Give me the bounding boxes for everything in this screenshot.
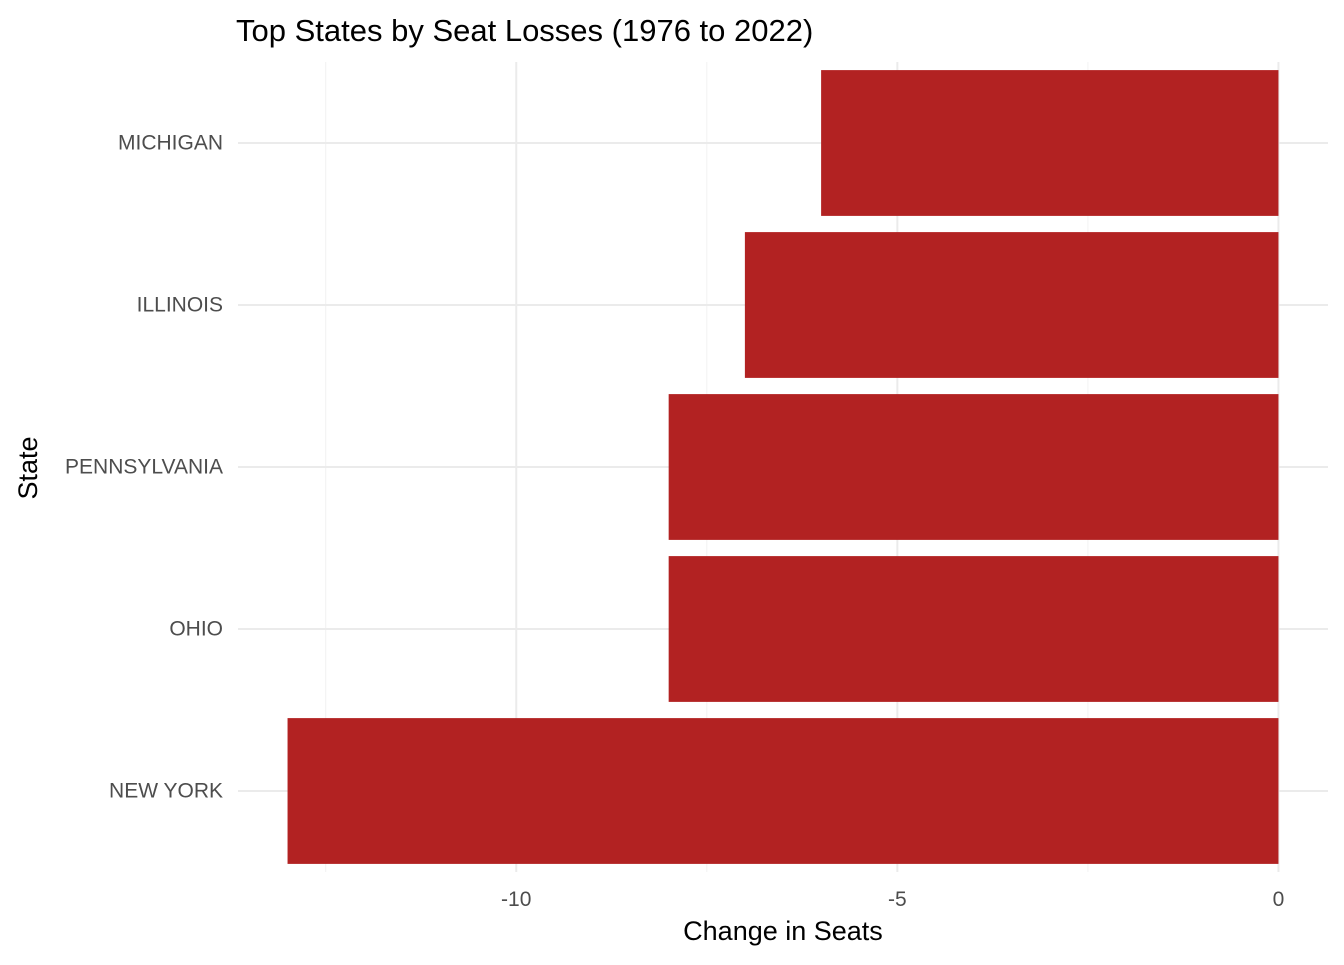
y-tick-label: NEW YORK: [109, 780, 223, 803]
bar-ohio: [668, 556, 1279, 702]
x-tick-labels: -10 -5 0: [501, 888, 1284, 911]
y-tick-label: MICHIGAN: [118, 132, 223, 155]
bars-group: [287, 70, 1279, 864]
y-tick-label: ILLINOIS: [137, 294, 223, 317]
y-tick-labels: NEW YORK OHIO PENNSYLVANIA ILLINOIS MICHIGAN: [65, 132, 223, 803]
y-tick-label: PENNSYLVANIA: [65, 456, 223, 479]
y-axis-title: State: [13, 436, 43, 499]
bar-illinois: [744, 232, 1279, 378]
bar-michigan: [821, 70, 1279, 216]
x-tick-label: 0: [1273, 888, 1285, 911]
bar-pennsylvania: [668, 394, 1279, 540]
x-axis-title: Change in Seats: [683, 916, 883, 946]
chart-title: Top States by Seat Losses (1976 to 2022): [236, 13, 813, 48]
x-tick-label: -10: [501, 888, 531, 911]
bar-new-york: [287, 718, 1279, 864]
y-tick-label: OHIO: [169, 618, 223, 641]
x-tick-label: -5: [888, 888, 907, 911]
